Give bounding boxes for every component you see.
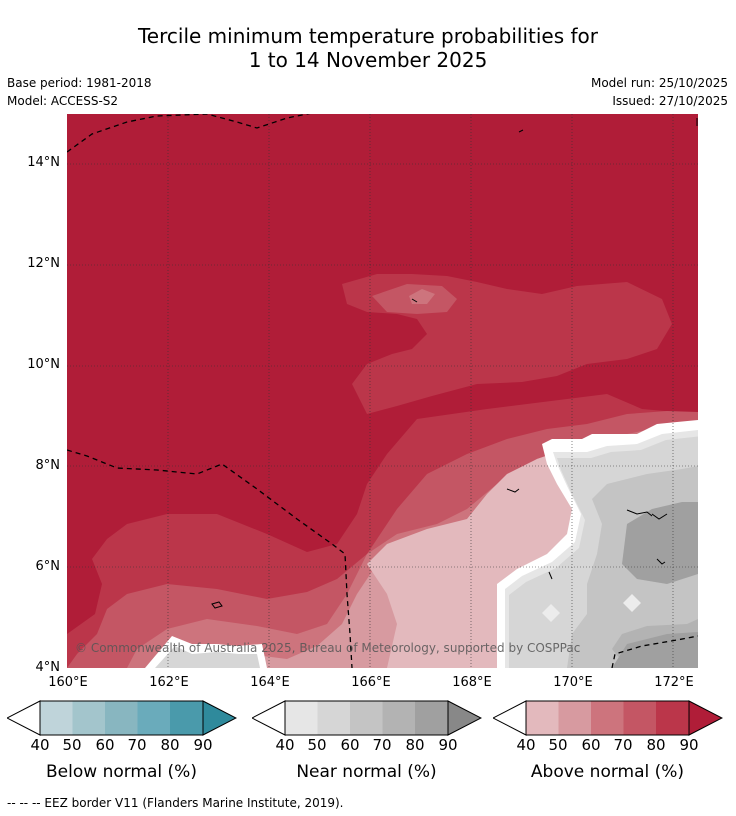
above-tick-80: 80 xyxy=(646,736,666,754)
colorbar-above-seg-50 xyxy=(558,701,591,735)
colorbar-above xyxy=(491,698,724,742)
title-line-2: 1 to 14 November 2025 xyxy=(248,48,488,72)
colorbar-above-seg-40 xyxy=(526,701,559,735)
near-tick-60: 60 xyxy=(340,736,360,754)
model-run: Model run: 25/10/2025 xyxy=(590,76,728,90)
colorbar-near-seg-80 xyxy=(415,701,448,735)
island-8 xyxy=(548,571,553,580)
eez-border-west xyxy=(67,449,353,668)
above-tick-40: 40 xyxy=(516,736,536,754)
islands xyxy=(211,118,698,609)
colorbar-below-max-arrow xyxy=(202,700,238,736)
near-tick-80: 80 xyxy=(405,736,425,754)
colorbar-above-min-arrow xyxy=(491,700,527,736)
colorbar-near xyxy=(250,698,483,742)
colorbar-below-seg-40 xyxy=(40,701,73,735)
near-tick-50: 50 xyxy=(307,736,327,754)
near-tick-70: 70 xyxy=(372,736,392,754)
above-tick-90: 90 xyxy=(679,736,699,754)
island-1 xyxy=(626,509,653,517)
colorbar-near-seg-50 xyxy=(317,701,350,735)
base-period: Base period: 1981-2018 xyxy=(7,76,152,90)
island-2 xyxy=(651,513,668,520)
island-3 xyxy=(506,488,520,493)
eez-borders xyxy=(67,114,698,668)
colorbar-below-seg-60 xyxy=(105,701,138,735)
below-tick-70: 70 xyxy=(127,736,147,754)
above-tick-60: 60 xyxy=(581,736,601,754)
colorbar-below-title: Below normal (%) xyxy=(46,762,197,782)
chart-title: Tercile minimum temperature probabilitie… xyxy=(0,24,736,72)
region-near-80 xyxy=(622,502,698,584)
island-5 xyxy=(411,298,418,303)
colorbar-above-seg-80 xyxy=(656,701,689,735)
below-tick-90: 90 xyxy=(193,736,213,754)
lon-label-172: 172°E xyxy=(654,675,694,690)
lon-label-170: 170°E xyxy=(553,675,593,690)
region-near-80-south xyxy=(612,632,698,668)
colorbar-below-seg-50 xyxy=(72,701,105,735)
colorbar-near-max-arrow xyxy=(447,700,483,736)
near-diamond-1 xyxy=(542,604,560,622)
colorbar-near-seg-40 xyxy=(285,701,318,735)
colorbar-above-seg-60 xyxy=(591,701,624,735)
map-svg xyxy=(67,114,698,668)
colorbar-near-frame xyxy=(284,700,449,736)
colorbar-below-seg-80 xyxy=(170,701,203,735)
colorbar-below-seg-70 xyxy=(137,701,170,735)
colorbar-above-max-arrow xyxy=(688,700,724,736)
eez-legend-footer: -- -- -- EEZ border V11 (Flanders Marine… xyxy=(7,796,344,810)
colorbar-below xyxy=(5,698,238,742)
lon-label-160: 160°E xyxy=(48,675,88,690)
lon-label-168: 168°E xyxy=(452,675,492,690)
meta-left: Base period: 1981-2018 Model: ACCESS-S2 xyxy=(7,74,152,110)
near-diamond-2 xyxy=(623,594,641,612)
lon-label-162: 162°E xyxy=(149,675,189,690)
colorbar-near-seg-70 xyxy=(382,701,415,735)
island-6 xyxy=(518,129,524,133)
colorbar-above-frame xyxy=(525,700,690,736)
near-tick-40: 40 xyxy=(275,736,295,754)
below-tick-80: 80 xyxy=(160,736,180,754)
copyright-notice: © Commonwealth of Australia 2025, Bureau… xyxy=(75,641,581,655)
colorbar-below-svg xyxy=(5,700,238,736)
map-panel xyxy=(67,114,698,668)
region-above-60-north xyxy=(409,289,435,304)
below-tick-40: 40 xyxy=(30,736,50,754)
lat-label-12: 12°N xyxy=(27,256,60,271)
colorbar-near-title: Near normal (%) xyxy=(296,762,437,782)
lat-label-14: 14°N xyxy=(27,155,60,170)
below-tick-50: 50 xyxy=(62,736,82,754)
grid-lines xyxy=(67,114,698,668)
lat-label-6: 6°N xyxy=(35,559,61,574)
lat-label-10: 10°N xyxy=(27,357,60,372)
lon-label-166: 166°E xyxy=(351,675,391,690)
lon-label-164: 164°E xyxy=(250,675,290,690)
above-tick-70: 70 xyxy=(613,736,633,754)
colorbar-above-svg xyxy=(491,700,724,736)
island-4 xyxy=(211,601,223,609)
colorbar-below-frame xyxy=(39,700,204,736)
colorbar-near-seg-60 xyxy=(350,701,383,735)
island-9 xyxy=(656,558,666,565)
title-line-1: Tercile minimum temperature probabilitie… xyxy=(137,24,599,48)
colorbar-near-min-arrow xyxy=(250,700,286,736)
lat-label-4: 4°N xyxy=(35,660,61,675)
colorbar-above-seg-70 xyxy=(623,701,656,735)
below-tick-60: 60 xyxy=(95,736,115,754)
issued-date: Issued: 27/10/2025 xyxy=(612,94,728,108)
colorbar-above-title: Above normal (%) xyxy=(530,762,685,782)
model-name: Model: ACCESS-S2 xyxy=(7,94,119,108)
eez-border-southeast xyxy=(611,635,698,668)
lat-label-8: 8°N xyxy=(35,458,61,473)
colorbar-near-svg xyxy=(250,700,483,736)
meta-right: Model run: 25/10/2025 Issued: 27/10/2025 xyxy=(591,74,728,110)
colorbar-below-min-arrow xyxy=(5,700,41,736)
near-patch-southwest-inner xyxy=(155,646,260,668)
near-tick-90: 90 xyxy=(438,736,458,754)
above-tick-50: 50 xyxy=(548,736,568,754)
